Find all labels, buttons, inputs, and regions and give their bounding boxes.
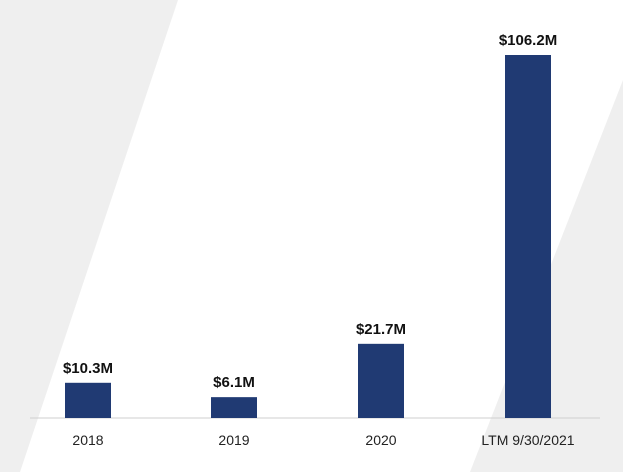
bar-2 <box>358 343 404 418</box>
x-tick-label-2: 2020 <box>365 432 396 448</box>
data-labels: $10.3M $6.1M $21.7M $106.2M <box>63 32 557 391</box>
bar-value-label-2: $21.7M <box>356 321 406 338</box>
bar-value-label-0: $10.3M <box>63 360 113 377</box>
bar-value-label-3: $106.2M <box>499 32 557 49</box>
x-tick-label-3: LTM 9/30/2021 <box>481 432 574 448</box>
bar-1 <box>211 397 257 418</box>
bar-3 <box>505 55 551 418</box>
bar-0 <box>65 382 111 418</box>
bars <box>65 55 551 418</box>
x-tick-label-1: 2019 <box>218 432 249 448</box>
bar-value-label-1: $6.1M <box>213 374 255 391</box>
background-band-left <box>0 0 178 472</box>
x-tick-label-0: 2018 <box>72 432 103 448</box>
x-tick-labels: 2018 2019 2020 LTM 9/30/2021 <box>72 432 574 448</box>
